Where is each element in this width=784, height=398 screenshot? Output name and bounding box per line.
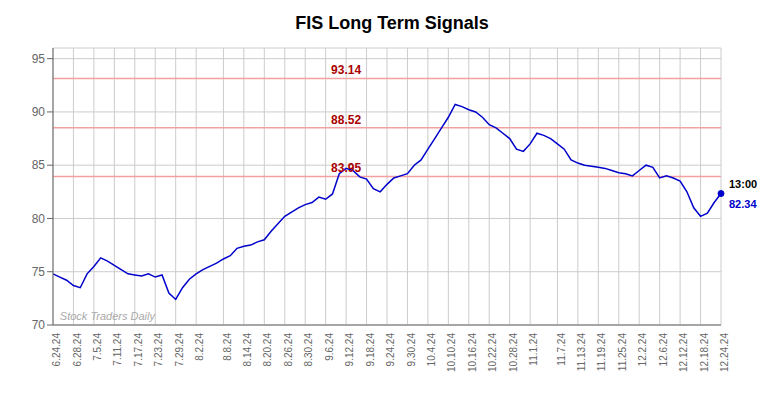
svg-text:80: 80 (32, 212, 46, 226)
svg-text:11.7.24: 11.7.24 (556, 333, 567, 366)
svg-text:8.30.24: 8.30.24 (303, 333, 314, 367)
svg-text:10.16.24: 10.16.24 (467, 333, 478, 372)
svg-text:8.2.24: 8.2.24 (194, 333, 205, 361)
svg-text:10.22.24: 10.22.24 (487, 333, 498, 372)
svg-text:11.19.24: 11.19.24 (596, 333, 607, 372)
svg-text:9.6.24: 9.6.24 (324, 333, 335, 361)
svg-text:7.11.24: 7.11.24 (112, 333, 123, 366)
svg-text:10.4.24: 10.4.24 (426, 333, 437, 367)
svg-text:93.14: 93.14 (331, 63, 361, 77)
svg-text:8.20.24: 8.20.24 (262, 333, 273, 367)
svg-text:9.24.24: 9.24.24 (385, 333, 396, 367)
svg-text:11.13.24: 11.13.24 (576, 333, 587, 372)
svg-text:90: 90 (32, 105, 46, 119)
svg-text:13:00: 13:00 (729, 178, 757, 190)
svg-text:10.28.24: 10.28.24 (508, 333, 519, 372)
svg-text:6.24.24: 6.24.24 (51, 333, 62, 367)
svg-text:Stock Traders Daily: Stock Traders Daily (60, 310, 157, 322)
svg-text:7.29.24: 7.29.24 (174, 333, 185, 367)
svg-text:82.34: 82.34 (729, 198, 757, 210)
svg-text:75: 75 (32, 265, 46, 279)
svg-text:12.6.24: 12.6.24 (658, 333, 669, 367)
svg-text:9.30.24: 9.30.24 (406, 333, 417, 367)
svg-text:11.25.24: 11.25.24 (617, 333, 628, 372)
svg-text:12.12.24: 12.12.24 (678, 333, 689, 372)
svg-text:7.5.24: 7.5.24 (92, 333, 103, 361)
svg-text:10.10.24: 10.10.24 (446, 333, 457, 372)
svg-text:8.14.24: 8.14.24 (242, 333, 253, 367)
svg-text:7.17.24: 7.17.24 (133, 333, 144, 367)
html-text:FIS Long Term Signals: FIS Long Term Signals (295, 13, 489, 33)
svg-text:9.12.24: 9.12.24 (344, 333, 355, 367)
svg-text:95: 95 (32, 52, 46, 66)
svg-text:85: 85 (32, 158, 46, 172)
svg-text:9.18.24: 9.18.24 (365, 333, 376, 367)
svg-text:7.23.24: 7.23.24 (153, 333, 164, 367)
svg-text:12.18.24: 12.18.24 (699, 333, 710, 372)
svg-text:70: 70 (32, 318, 46, 332)
svg-text:11.1.24: 11.1.24 (528, 333, 539, 366)
svg-text:8.8.24: 8.8.24 (222, 333, 233, 361)
svg-text:83.95: 83.95 (331, 161, 361, 175)
svg-text:88.52: 88.52 (331, 113, 361, 127)
svg-text:6.28.24: 6.28.24 (72, 333, 83, 367)
svg-text:12.24.24: 12.24.24 (719, 333, 730, 372)
svg-text:12.2.24: 12.2.24 (637, 333, 648, 367)
svg-text:8.26.24: 8.26.24 (283, 333, 294, 367)
